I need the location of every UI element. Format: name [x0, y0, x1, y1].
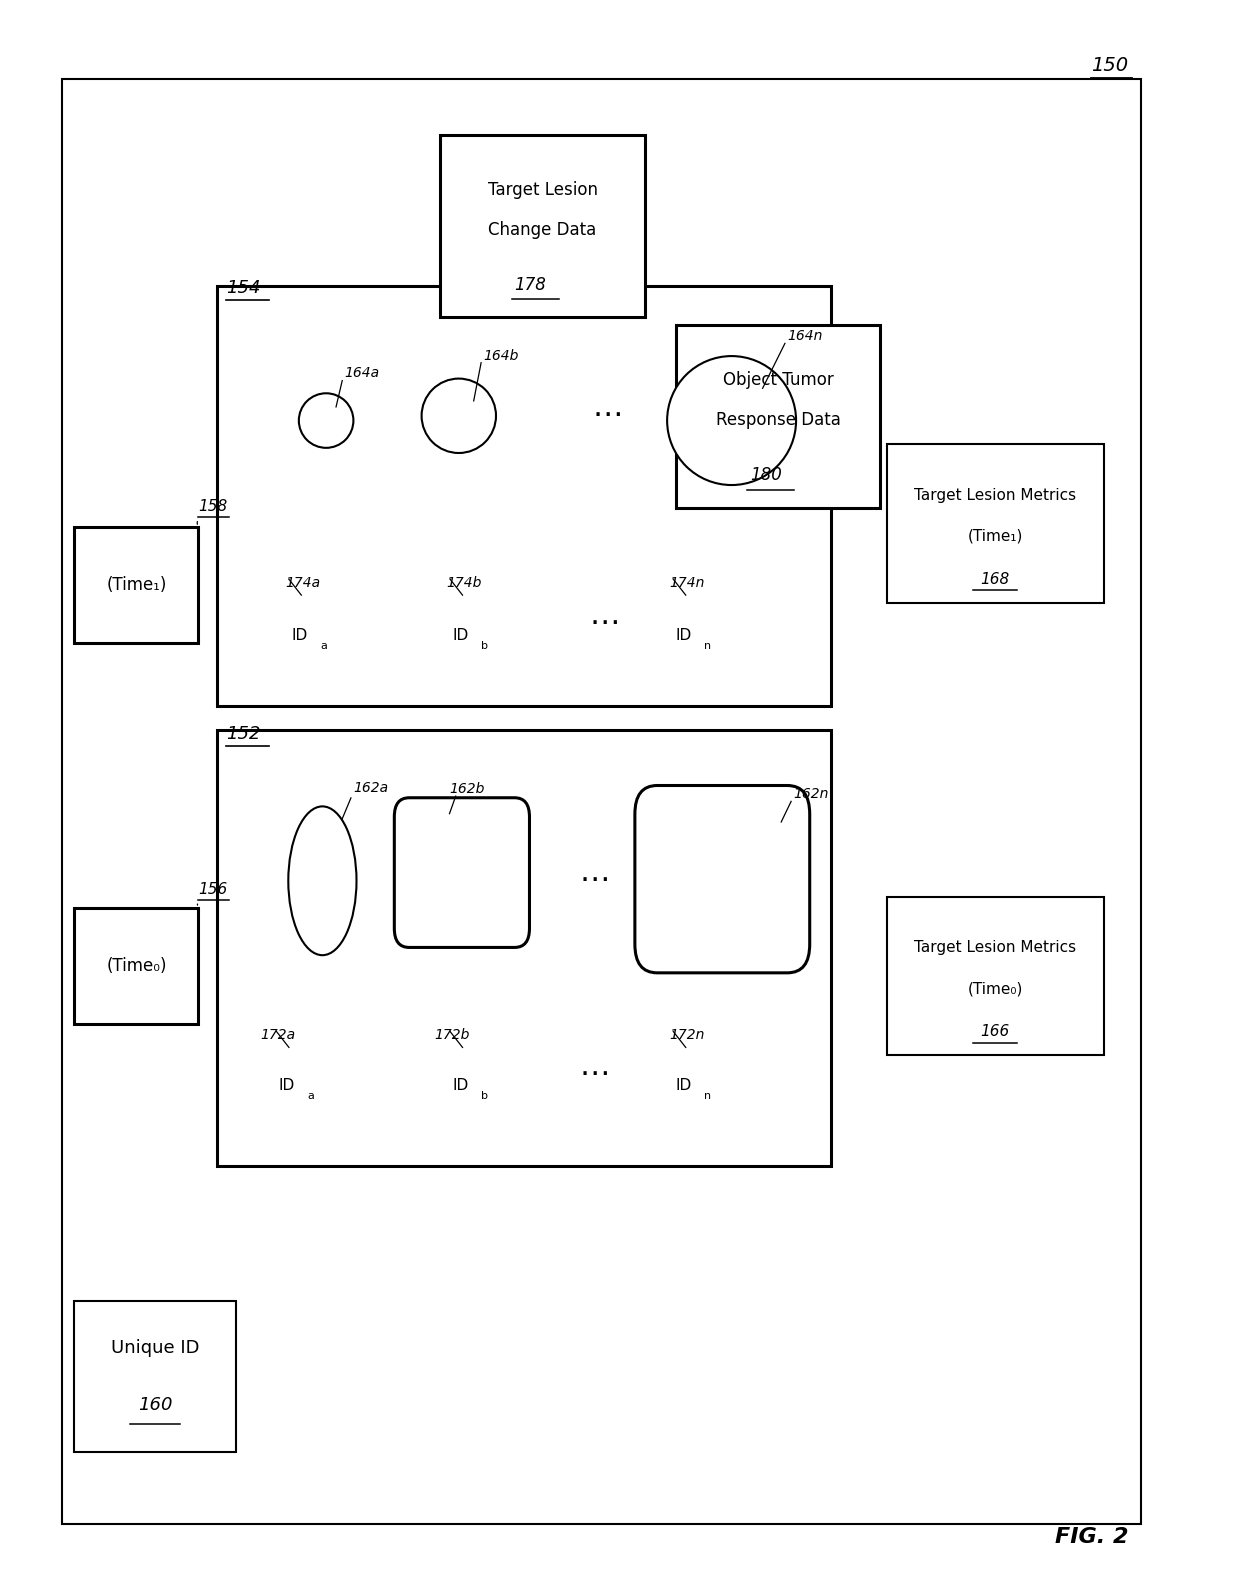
Text: ⋯: ⋯ [590, 609, 620, 638]
Text: 174a: 174a [285, 576, 320, 590]
Bar [74, 1301, 236, 1452]
Text: b: b [481, 1092, 489, 1101]
Text: 162n: 162n [794, 787, 830, 801]
Text: FIG. 2: FIG. 2 [1055, 1527, 1128, 1547]
Bar [440, 135, 645, 317]
Bar [74, 527, 198, 643]
Text: a: a [308, 1092, 315, 1101]
Bar [676, 325, 880, 508]
Ellipse shape [422, 379, 496, 452]
Text: n: n [704, 1092, 712, 1101]
Text: 174b: 174b [446, 576, 482, 590]
Text: (Time₁): (Time₁) [967, 528, 1023, 544]
Text: 172a: 172a [260, 1028, 295, 1043]
Bar [217, 286, 831, 706]
Text: 164n: 164n [787, 329, 823, 343]
Bar [217, 730, 831, 1166]
Text: 150: 150 [1091, 56, 1128, 75]
Bar [887, 444, 1104, 603]
Text: b: b [481, 641, 489, 651]
Text: ⋯: ⋯ [580, 867, 610, 895]
Text: Target Lesion Metrics: Target Lesion Metrics [914, 940, 1076, 955]
Text: ID: ID [279, 1078, 295, 1093]
Text: ID: ID [453, 1078, 469, 1093]
Text: (Time₁): (Time₁) [107, 576, 166, 594]
Text: ID: ID [676, 1078, 692, 1093]
Text: a: a [320, 641, 327, 651]
Text: (Time₀): (Time₀) [107, 957, 166, 974]
Text: Target Lesion: Target Lesion [487, 181, 598, 198]
Bar [887, 897, 1104, 1055]
Text: 164a: 164a [345, 367, 379, 381]
Ellipse shape [299, 394, 353, 448]
Bar [74, 908, 198, 1024]
Text: Unique ID: Unique ID [110, 1339, 200, 1357]
Bar [62, 79, 1141, 1524]
Ellipse shape [288, 806, 357, 955]
Text: 162a: 162a [353, 781, 388, 795]
Text: 158: 158 [198, 500, 228, 514]
Text: 152: 152 [226, 725, 260, 743]
Text: n: n [704, 641, 712, 651]
Text: ID: ID [453, 627, 469, 643]
FancyBboxPatch shape [394, 798, 529, 947]
Text: 178: 178 [515, 276, 546, 294]
Text: Target Lesion Metrics: Target Lesion Metrics [914, 487, 1076, 503]
Text: ⋯: ⋯ [580, 1060, 610, 1089]
Text: 166: 166 [981, 1024, 1009, 1039]
Text: ID: ID [676, 627, 692, 643]
Text: 174n: 174n [670, 576, 706, 590]
Text: Response Data: Response Data [715, 411, 841, 428]
Text: 160: 160 [138, 1397, 172, 1414]
Text: (Time₀): (Time₀) [967, 981, 1023, 997]
Text: 168: 168 [981, 571, 1009, 587]
Text: 154: 154 [226, 279, 260, 297]
Text: 162b: 162b [449, 782, 485, 797]
Text: Object Tumor: Object Tumor [723, 371, 833, 389]
FancyBboxPatch shape [635, 786, 810, 973]
Text: 156: 156 [198, 882, 228, 897]
Text: 180: 180 [750, 467, 781, 484]
Text: Change Data: Change Data [489, 221, 596, 238]
Text: ID: ID [291, 627, 308, 643]
Ellipse shape [667, 355, 796, 486]
Text: 164b: 164b [484, 349, 520, 362]
Text: 172n: 172n [670, 1028, 706, 1043]
Text: 172b: 172b [434, 1028, 470, 1043]
Text: ⋯: ⋯ [593, 402, 622, 430]
